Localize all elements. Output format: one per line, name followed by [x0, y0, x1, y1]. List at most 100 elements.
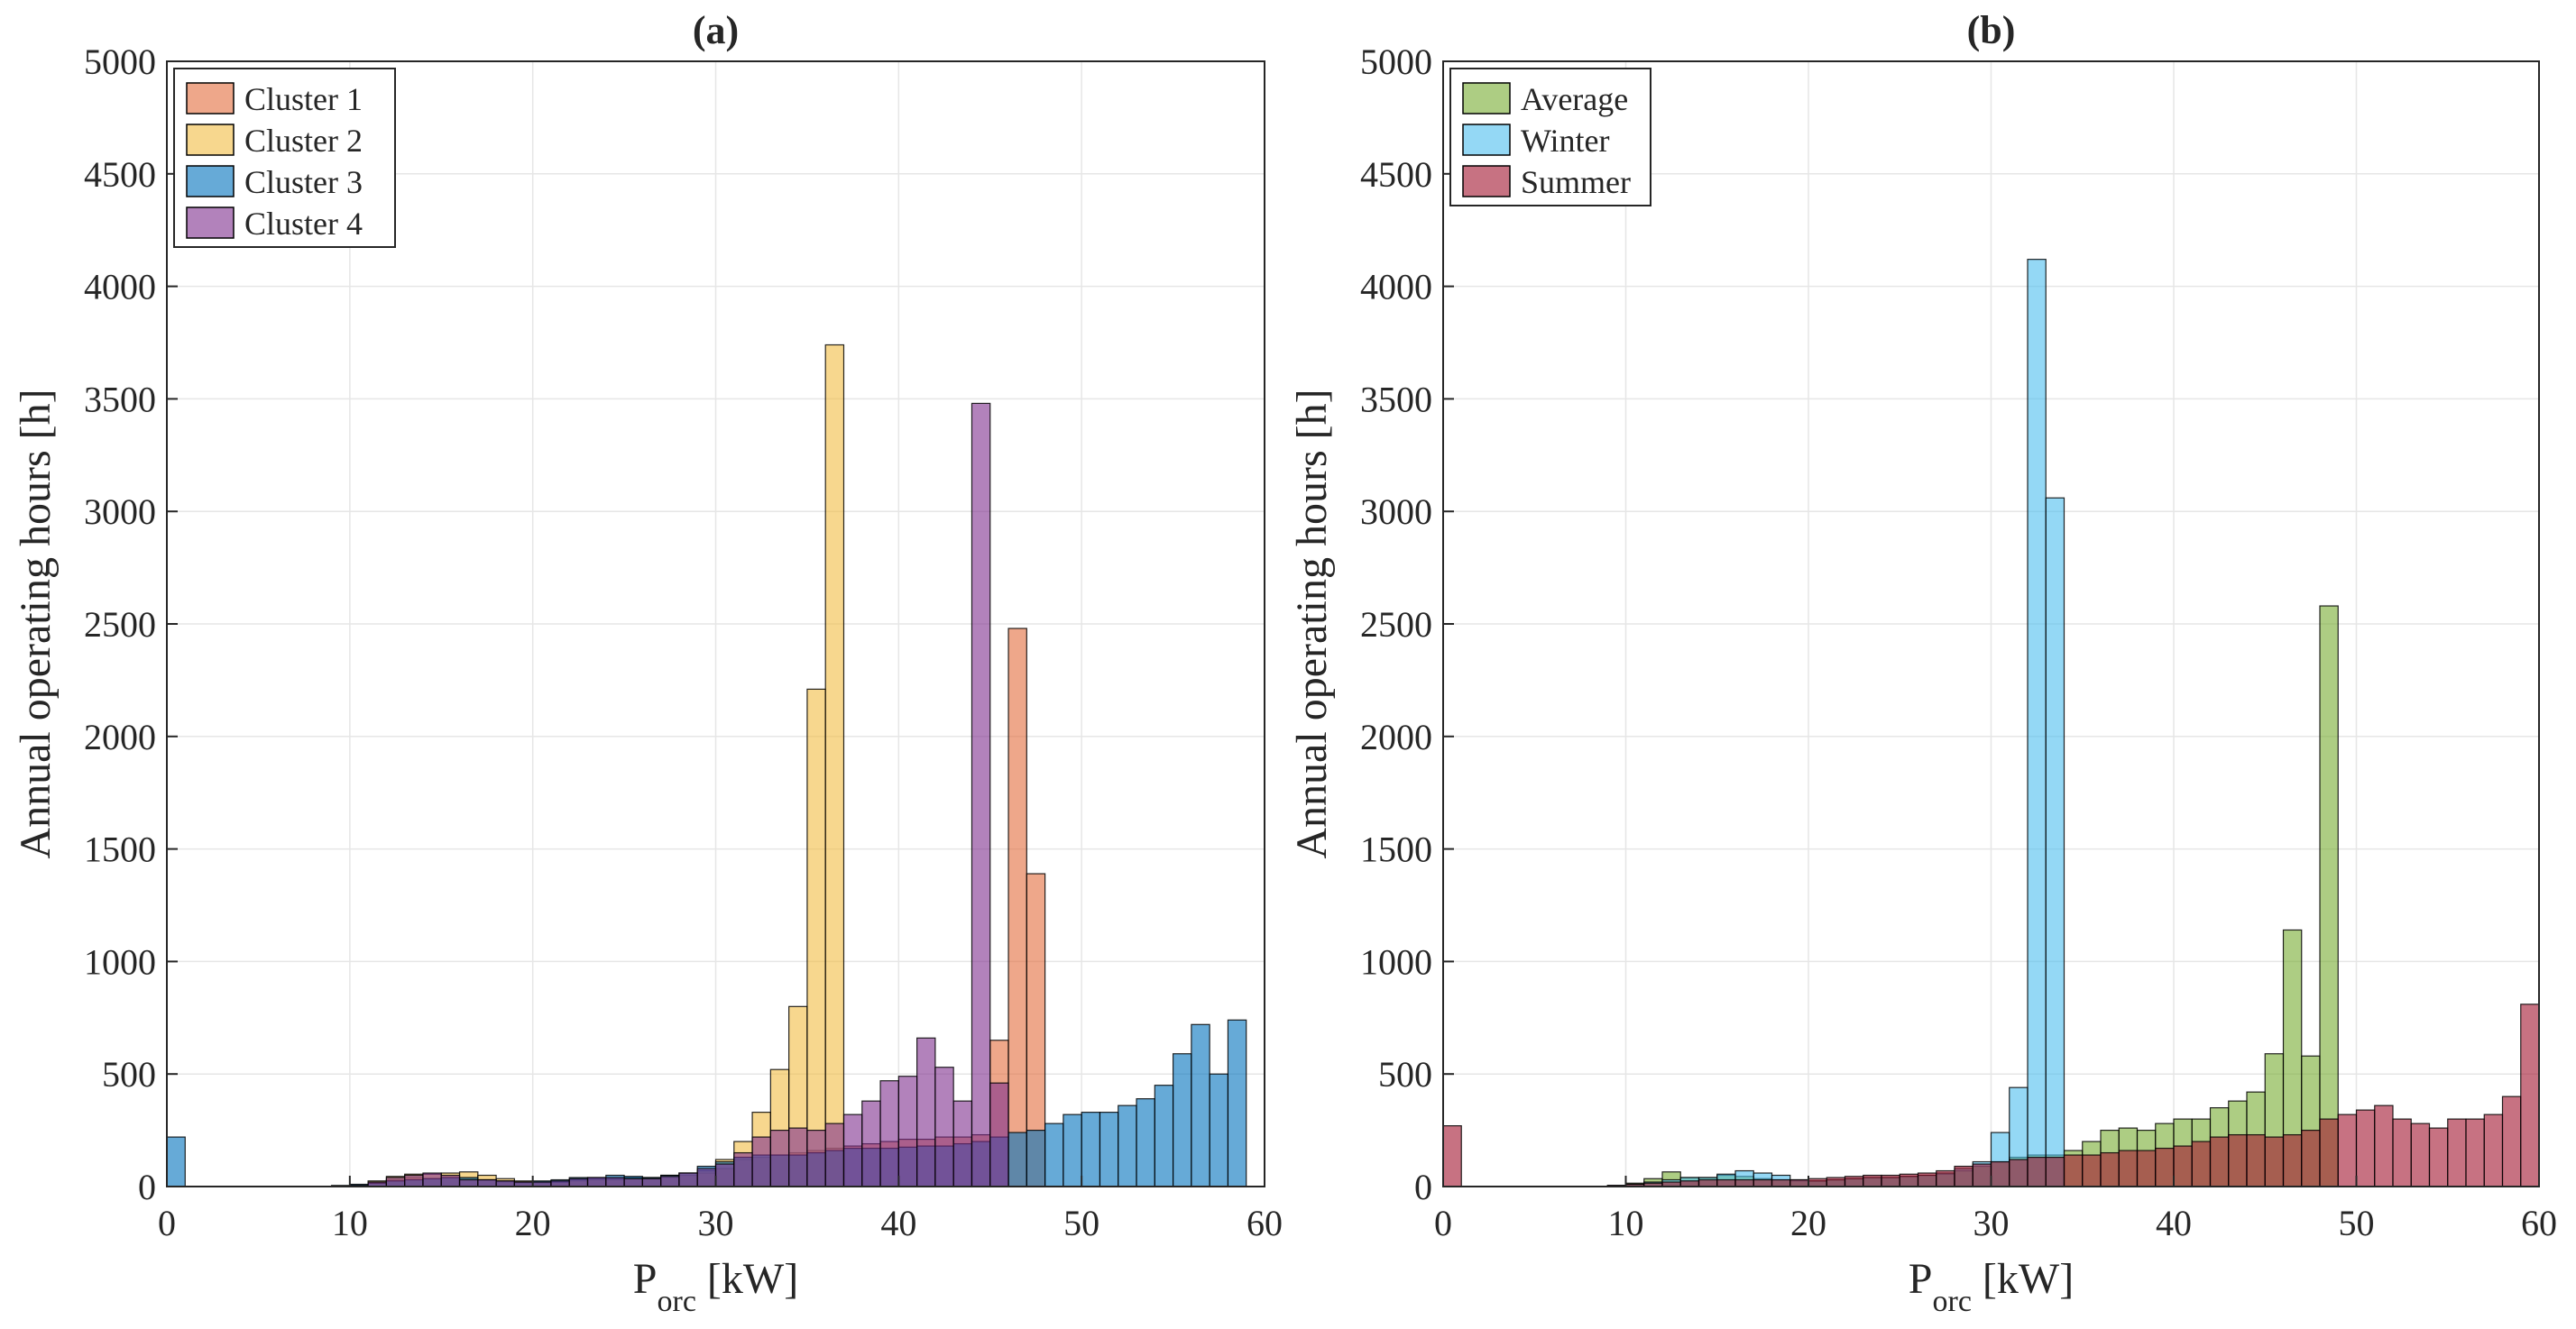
legend-swatch-average — [1462, 82, 1511, 115]
x-tick-label: 0 — [158, 1203, 176, 1243]
bar-summer-bin-30 — [1990, 1160, 2010, 1187]
bar-cluster-4-bin-43 — [952, 1100, 973, 1187]
bar-summer-bin-47 — [2301, 1129, 2321, 1187]
bar-cluster-4-bin-24 — [605, 1177, 625, 1187]
bar-cluster-3-bin-51 — [1099, 1112, 1119, 1187]
y-tick-label: 5000 — [1360, 41, 1432, 82]
bar-summer-bin-51 — [2374, 1104, 2394, 1187]
bar-cluster-4-bin-41 — [916, 1037, 936, 1187]
bar-summer-bin-16 — [1734, 1178, 1754, 1187]
bar-cluster-1-bin-46 — [1007, 628, 1027, 1187]
bar-summer-bin-55 — [2447, 1118, 2467, 1187]
y-tick-label: 4500 — [84, 154, 156, 195]
bar-summer-bin-45 — [2264, 1136, 2285, 1187]
legend-swatch-summer — [1462, 165, 1511, 197]
bar-summer-bin-44 — [2246, 1133, 2266, 1187]
legend-swatch-cluster-3 — [186, 165, 235, 197]
bar-summer-bin-35 — [2082, 1154, 2102, 1187]
bar-cluster-3-bin-55 — [1172, 1053, 1192, 1187]
bar-summer-bin-18 — [1771, 1178, 1791, 1187]
y-axis-label-a: Annual operating hours [h] — [12, 389, 60, 858]
bar-cluster-4-bin-23 — [586, 1177, 607, 1187]
series-summer — [1442, 1004, 2540, 1187]
legend-label-cluster-4: Cluster 4 — [244, 206, 363, 242]
bar-summer-bin-0 — [1442, 1125, 1462, 1187]
bar-summer-bin-25 — [1899, 1173, 1919, 1187]
bar-summer-bin-50 — [2355, 1109, 2376, 1187]
bar-summer-bin-36 — [2100, 1151, 2120, 1187]
bar-cluster-4-bin-28 — [678, 1172, 698, 1187]
y-tick-label: 3500 — [1360, 379, 1432, 419]
bar-cluster-4-bin-34 — [788, 1127, 808, 1187]
bar-summer-bin-17 — [1753, 1178, 1773, 1187]
bar-cluster-3-bin-47 — [1026, 1129, 1046, 1187]
legend-swatch-winter — [1462, 124, 1511, 156]
bar-cluster-3-bin-58 — [1227, 1019, 1247, 1187]
bar-cluster-4-bin-14 — [422, 1172, 442, 1187]
y-tick-label: 3500 — [84, 379, 156, 419]
bar-summer-bin-59 — [2520, 1004, 2540, 1187]
bar-cluster-4-bin-38 — [861, 1100, 881, 1187]
legend-label-cluster-2: Cluster 2 — [244, 123, 363, 159]
x-tick-label: 50 — [2339, 1203, 2375, 1243]
y-tick-label: 500 — [102, 1054, 156, 1095]
bar-summer-bin-39 — [2155, 1147, 2175, 1187]
y-tick-label: 3000 — [84, 491, 156, 532]
legend-label-cluster-3: Cluster 3 — [244, 164, 363, 200]
x-tick-label: 30 — [1973, 1203, 2010, 1243]
series-cluster-4 — [349, 402, 1009, 1187]
x-tick-label: 20 — [515, 1203, 551, 1243]
bar-cluster-4-bin-35 — [806, 1129, 826, 1187]
x-tick-label: 40 — [880, 1203, 916, 1243]
bar-cluster-4-bin-12 — [385, 1177, 406, 1187]
y-tick-label: 1000 — [84, 941, 156, 982]
x-tick-label: 50 — [1063, 1203, 1099, 1243]
bar-summer-bin-29 — [1972, 1163, 1992, 1187]
bar-cluster-2-bin-35 — [806, 688, 826, 1187]
bar-cluster-3-bin-54 — [1154, 1085, 1174, 1187]
bar-winter-bin-33 — [2045, 497, 2065, 1187]
legend-b: Average Winter Summer — [1449, 68, 1651, 206]
bar-summer-bin-52 — [2392, 1118, 2412, 1187]
x-tick-label: 60 — [1247, 1203, 1283, 1243]
bar-cluster-3-bin-52 — [1118, 1104, 1137, 1187]
bar-cluster-4-bin-13 — [404, 1174, 424, 1187]
bars-b — [1442, 259, 2540, 1187]
bar-summer-bin-15 — [1716, 1178, 1736, 1187]
bar-summer-bin-14 — [1697, 1178, 1718, 1187]
legend-swatch-cluster-4 — [186, 206, 235, 239]
y-tick-label: 3000 — [1360, 491, 1432, 532]
ticks-b: 0 10 20 30 40 50 60 0 500 1000 1500 2000 2500 3000 350… — [1360, 41, 2557, 1243]
legend-label-cluster-1: Cluster 1 — [244, 81, 363, 117]
bar-cluster-3-bin-48 — [1044, 1123, 1064, 1187]
y-tick-label: 4000 — [84, 267, 156, 307]
bar-summer-bin-31 — [2009, 1159, 2029, 1187]
x-label-unit-b: [kW] — [1983, 1255, 2074, 1303]
bar-cluster-4-bin-37 — [842, 1114, 863, 1187]
x-tick-label: 30 — [698, 1203, 734, 1243]
bar-summer-bin-27 — [1936, 1169, 1955, 1187]
bar-summer-bin-21 — [1826, 1177, 1846, 1187]
bar-cluster-4-bin-40 — [897, 1076, 918, 1187]
panel-a: 0 10 20 30 40 50 60 0 500 1000 1500 2000 2500 3000 350… — [12, 8, 1283, 1318]
x-tick-label: 20 — [1790, 1203, 1826, 1243]
bar-cluster-4-bin-42 — [934, 1067, 954, 1187]
legend-label-average: Average — [1521, 81, 1628, 117]
x-tick-label: 10 — [332, 1203, 368, 1243]
bar-cluster-3-bin-49 — [1063, 1114, 1082, 1187]
bar-summer-bin-42 — [2209, 1136, 2230, 1187]
bar-summer-bin-33 — [2045, 1156, 2065, 1187]
bar-cluster-4-bin-45 — [989, 1082, 1009, 1187]
bar-cluster-4-bin-16 — [458, 1178, 479, 1187]
bar-summer-bin-41 — [2191, 1141, 2212, 1187]
x-label-main-a: P — [633, 1255, 658, 1303]
y-axis-label-b: Annual operating hours [h] — [1288, 389, 1336, 858]
y-tick-label: 4500 — [1360, 154, 1432, 195]
x-tick-label: 10 — [1608, 1203, 1644, 1243]
legend-a: Cluster 1 Cluster 2 Cluster 3 Cluster 4 — [173, 68, 396, 248]
bar-cluster-4-bin-27 — [660, 1176, 680, 1187]
bar-summer-bin-57 — [2483, 1114, 2504, 1187]
bar-cluster-4-bin-44 — [971, 402, 991, 1187]
bar-summer-bin-43 — [2228, 1133, 2248, 1187]
panel-b: 0 10 20 30 40 50 60 0 500 1000 1500 2000 2500 3000 350… — [1288, 8, 2557, 1318]
